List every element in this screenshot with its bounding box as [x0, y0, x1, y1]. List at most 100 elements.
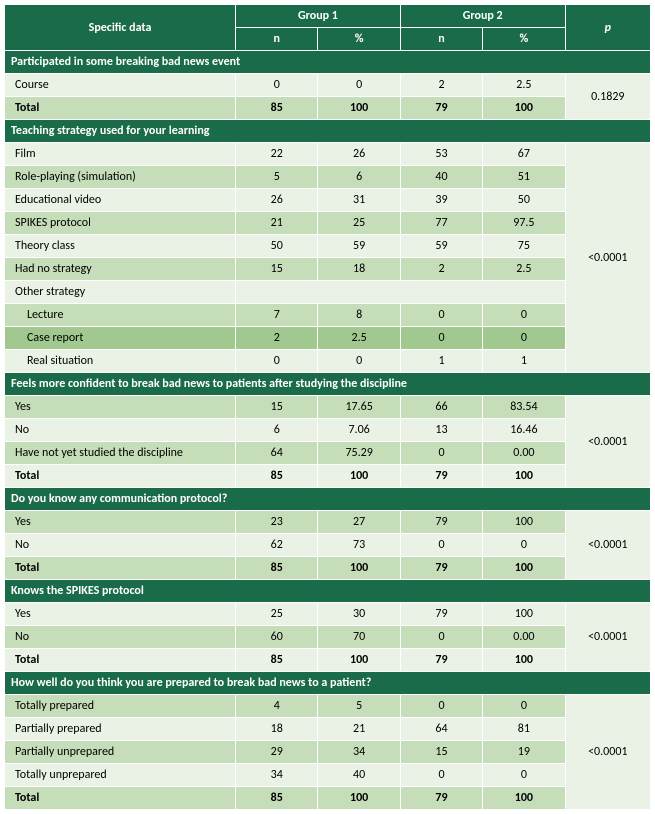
- row-value: 0: [400, 442, 482, 465]
- row-label: Yes: [5, 603, 236, 626]
- row-label: Have not yet studied the discipline: [5, 442, 236, 465]
- row-value: 0: [400, 695, 482, 718]
- row-label: Partially unprepared: [5, 741, 236, 764]
- row-value: 39: [400, 189, 482, 212]
- row-label: Total: [5, 787, 236, 810]
- row-empty: [236, 281, 566, 304]
- table-row: Yes253079100<0.0001: [5, 603, 651, 626]
- row-value: 79: [400, 465, 482, 488]
- row-label: Educational video: [5, 189, 236, 212]
- row-value: 15: [236, 258, 318, 281]
- table-row: Partially unprepared29341519: [5, 741, 651, 764]
- col-g1-pct: %: [318, 28, 400, 51]
- row-value: 100: [483, 787, 565, 810]
- row-value: 64: [236, 442, 318, 465]
- row-label: Yes: [5, 396, 236, 419]
- row-value: 0: [400, 304, 482, 327]
- table-row-total: Total8510079100: [5, 465, 651, 488]
- table-row: Lecture7800: [5, 304, 651, 327]
- row-value: 0: [483, 327, 565, 350]
- table-body: Participated in some breaking bad news e…: [5, 51, 651, 810]
- table-row: Educational video26313950: [5, 189, 651, 212]
- row-value: 85: [236, 787, 318, 810]
- row-value: 2.5: [483, 74, 565, 97]
- row-value: 0: [483, 534, 565, 557]
- row-value: 2.5: [483, 258, 565, 281]
- row-value: 75.29: [318, 442, 400, 465]
- row-value: 100: [318, 97, 400, 120]
- row-value: 26: [236, 189, 318, 212]
- row-value: 50: [236, 235, 318, 258]
- row-value: 79: [400, 557, 482, 580]
- table-row: Theory class50595975: [5, 235, 651, 258]
- row-label: Film: [5, 143, 236, 166]
- table-row: SPIKES protocol21257797.5: [5, 212, 651, 235]
- col-g1-n: n: [236, 28, 318, 51]
- row-value: 51: [483, 166, 565, 189]
- table-row: No67.061316.46: [5, 419, 651, 442]
- row-value: 100: [483, 465, 565, 488]
- row-value: 0: [400, 764, 482, 787]
- row-label: No: [5, 419, 236, 442]
- table-row-total: Total8510079100: [5, 787, 651, 810]
- row-value: 40: [318, 764, 400, 787]
- row-value: 85: [236, 557, 318, 580]
- row-value: 7: [236, 304, 318, 327]
- row-value: 100: [318, 557, 400, 580]
- row-value: 79: [400, 649, 482, 672]
- row-value: 31: [318, 189, 400, 212]
- row-value: 59: [400, 235, 482, 258]
- row-value: 50: [483, 189, 565, 212]
- table-row: Had no strategy151822.5: [5, 258, 651, 281]
- row-value: 23: [236, 511, 318, 534]
- row-value: 97.5: [483, 212, 565, 235]
- col-p: p: [565, 5, 650, 51]
- row-value: 83.54: [483, 396, 565, 419]
- row-label: Yes: [5, 511, 236, 534]
- col-g2-n: n: [400, 28, 482, 51]
- row-value: 8: [318, 304, 400, 327]
- row-value: 70: [318, 626, 400, 649]
- p-value: 0.1829: [565, 74, 650, 120]
- section-header: Feels more confident to break bad news t…: [5, 373, 651, 396]
- row-label: Other strategy: [5, 281, 236, 304]
- table-row: Film22265367<0.0001: [5, 143, 651, 166]
- row-value: 22: [236, 143, 318, 166]
- row-value: 100: [483, 511, 565, 534]
- section-header: Participated in some breaking bad news e…: [5, 51, 651, 74]
- row-value: 85: [236, 649, 318, 672]
- row-value: 53: [400, 143, 482, 166]
- row-value: 4: [236, 695, 318, 718]
- row-value: 7.06: [318, 419, 400, 442]
- p-value: <0.0001: [565, 396, 650, 488]
- row-value: 100: [318, 465, 400, 488]
- table-row: No607000.00: [5, 626, 651, 649]
- table-row: Totally prepared4500<0.0001: [5, 695, 651, 718]
- col-specific: Specific data: [5, 5, 236, 51]
- row-label: SPIKES protocol: [5, 212, 236, 235]
- row-label: Had no strategy: [5, 258, 236, 281]
- row-label: Role-playing (simulation): [5, 166, 236, 189]
- row-value: 5: [318, 695, 400, 718]
- row-value: 29: [236, 741, 318, 764]
- row-value: 1: [400, 350, 482, 373]
- row-value: 0.00: [483, 442, 565, 465]
- row-label: Theory class: [5, 235, 236, 258]
- row-value: 2.5: [318, 327, 400, 350]
- row-value: 13: [400, 419, 482, 442]
- section-header: How well do you think you are prepared t…: [5, 672, 651, 695]
- row-value: 0: [400, 626, 482, 649]
- row-value: 0: [400, 327, 482, 350]
- col-group1: Group 1: [236, 5, 401, 28]
- row-value: 2: [400, 258, 482, 281]
- row-label: Totally prepared: [5, 695, 236, 718]
- table-row: Real situation0011: [5, 350, 651, 373]
- row-value: 15: [400, 741, 482, 764]
- row-value: 66: [400, 396, 482, 419]
- row-value: 67: [483, 143, 565, 166]
- table-header: Specific data Group 1 Group 2 p n % n %: [5, 5, 651, 51]
- row-value: 17.65: [318, 396, 400, 419]
- row-value: 0: [318, 350, 400, 373]
- table-row: Totally unprepared344000: [5, 764, 651, 787]
- table-row: Other strategy: [5, 281, 651, 304]
